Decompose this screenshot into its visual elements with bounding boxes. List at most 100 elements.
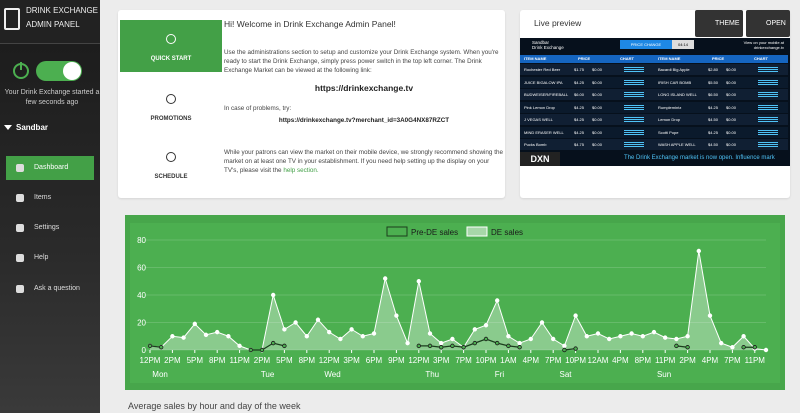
cell: Pink Lemon Drop [524,104,555,110]
point [562,343,567,349]
y-tick-label: 40 [137,291,146,300]
x-tick-label: 12PM [319,356,340,365]
x-tick-label: 8PM [635,356,652,365]
point [584,334,589,339]
point [741,334,746,339]
tab[interactable]: QUICK START [120,20,222,72]
nav-label: Help [34,254,49,261]
link[interactable]: https://drinkexchange.tv?merchant_id=3A0… [278,117,450,124]
nav-item[interactable]: Ask a question [6,277,94,301]
point [248,347,253,353]
point [147,343,153,349]
day-label: Mon [152,370,168,379]
header-bar [520,55,654,63]
point [315,317,321,322]
header-bar [654,55,788,63]
button[interactable]: THEME [695,10,743,37]
point [282,327,287,332]
cell: $4.25 [708,104,719,110]
x-tick-label: 12AM [588,356,609,365]
column-header: CHART [754,56,768,61]
legend-swatch [466,226,488,237]
x-tick-label: 11PM [745,356,766,365]
cell: $0.00 [726,117,737,122]
link[interactable]: help section. [283,167,319,174]
chart-panel: 0 20 40 60 80 12PM 2PM 5PM 8PM 11PM 2PM 5PM 8PM 12PM 3… [125,215,785,390]
row-bg [654,101,788,113]
x-tick-label: 7PM [724,356,741,365]
venue: Sandbar [532,40,550,45]
plot-bg [130,223,780,383]
brand-line: DRINK EXCHANGE [26,6,99,15]
point [719,340,724,346]
sparkline [758,104,778,110]
point [159,345,164,350]
column-header: ITEM NAME [524,56,547,61]
x-tick-label: 4PM [523,356,540,365]
y-tick-label: 60 [137,264,146,273]
x-tick-label: 2PM [164,356,181,365]
sparkline [758,142,778,147]
market-board: Sandbar Drink Exchange PRICE CHANGE 04:14 Vi… [520,38,790,166]
column-header: ITEM NAME [658,56,681,61]
sidebar: DRINK EXCHANGE ADMIN PANEL Your Drink Exc… [0,0,100,413]
tab[interactable]: PROMOTIONS [120,80,222,132]
point [517,340,522,346]
day-label: Sun [657,370,671,379]
cell: MIND ERASER WELL [524,129,564,135]
sparkline [758,79,778,85]
nav-item[interactable]: Settings [6,216,94,240]
y-tick-label: 80 [137,236,146,245]
point [416,343,421,349]
point [326,329,332,335]
cell: $0.00 [592,67,603,72]
row-bg [520,76,654,88]
point [338,336,343,342]
mobile: View on your mobile at [743,40,784,45]
x-tick-label: 4PM [612,356,629,365]
ticker: The Drink Exchange market is now open. I… [624,155,775,161]
cell: $0.00 [592,129,603,135]
point [730,345,735,350]
point [483,323,489,328]
tab[interactable]: SCHEDULE [120,138,222,190]
cell: $0.00 [726,67,737,72]
cell: $0.00 [592,142,603,147]
timer: 04:14 [672,40,694,49]
point [663,335,668,340]
row-bg [520,101,654,113]
nav-label: Ask a question [34,285,80,292]
nav-item[interactable]: Items [6,186,94,210]
point [192,321,197,327]
point [416,279,421,284]
day-label: Sat [560,370,573,379]
paragraph: Use the administrations section to setup… [224,49,499,74]
sparkline [624,79,644,85]
power-switch[interactable] [12,60,82,82]
legend-label: Pre-DE sales [411,228,458,237]
point [528,336,533,342]
venue: Drink Exchange [532,45,564,50]
sparkline [758,117,778,122]
point [293,320,298,325]
point [214,329,220,335]
mobile: drinkexchange.tv [753,45,784,50]
point [270,340,276,346]
point [394,313,399,318]
nav-item[interactable]: Dashboard [6,156,94,180]
link[interactable]: https://drinkexchange.tv [314,83,414,93]
cell: Lemon Drop [658,117,681,122]
cell: Rumplemintz [658,104,682,110]
point [461,345,466,350]
point [170,334,175,339]
point [427,331,433,336]
point [607,336,612,342]
row-bg [520,89,654,100]
point [450,336,455,342]
x-tick-label: 4PM [702,356,719,365]
venue[interactable]: Sandbar [3,123,49,132]
nav-item[interactable]: Help [6,246,94,270]
point [517,345,522,350]
button[interactable]: OPEN [746,10,790,37]
